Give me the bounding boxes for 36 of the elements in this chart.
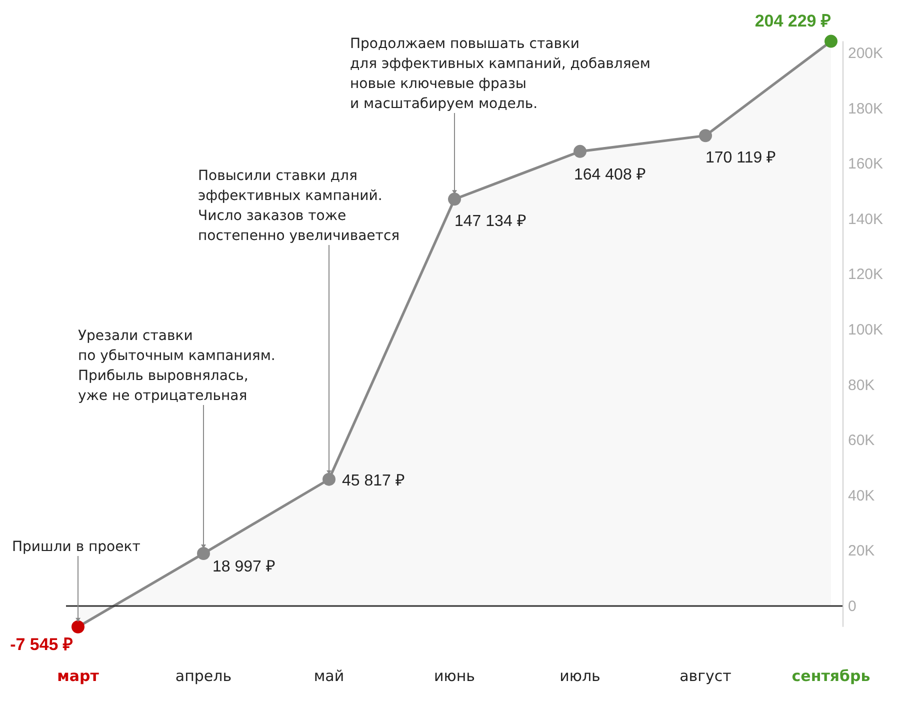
annotation: Повысили ставки для эффективных кампаний. Число заказов тоже постепенно увеличивается bbox=[198, 168, 400, 244]
point bbox=[699, 129, 712, 142]
data-label: 147 134 ₽ bbox=[454, 213, 526, 230]
data-label: 45 817 ₽ bbox=[342, 472, 404, 490]
x-tick-label: май bbox=[314, 667, 344, 685]
point bbox=[72, 620, 84, 634]
point bbox=[448, 192, 461, 206]
data-label: -7 545 ₽ bbox=[10, 634, 73, 654]
point bbox=[574, 144, 586, 158]
y-tick-label: 140K bbox=[848, 210, 884, 228]
annotation: Пришли в проект bbox=[12, 539, 140, 555]
data-label: 18 997 ₽ bbox=[212, 558, 275, 576]
x-tick-label: сентябрь bbox=[792, 667, 870, 685]
x-tick-label: июль bbox=[560, 667, 600, 685]
x-tick-label: март bbox=[57, 667, 100, 685]
data-label: 170 119 ₽ bbox=[706, 150, 776, 167]
x-tick-label: июнь bbox=[434, 667, 476, 685]
y-tick-label: 80K bbox=[848, 376, 875, 394]
y-tick-label: 180K bbox=[848, 100, 884, 118]
x-tick-label: апрель bbox=[175, 667, 232, 685]
x-tick-label: август bbox=[680, 667, 732, 685]
point bbox=[322, 472, 336, 486]
y-tick-label: 100K bbox=[848, 322, 884, 338]
y-tick-label: 160K bbox=[848, 156, 884, 173]
point bbox=[197, 546, 210, 560]
point bbox=[824, 34, 838, 48]
annotation: Продолжаем повышать ставки для эффективных кампаний, добавляем новые ключевые фразы и масштабируем модель. bbox=[350, 36, 650, 112]
y-tick-label: 20K bbox=[848, 542, 875, 560]
y-tick-label: 120K bbox=[848, 266, 884, 284]
data-label: 204 229 ₽ bbox=[754, 11, 831, 30]
y-tick-label: 40K bbox=[848, 487, 875, 504]
data-label: 164 408 ₽ bbox=[574, 166, 646, 184]
y-tick-label: 200K bbox=[848, 45, 884, 62]
annotation: Урезали ставки по убыточным кампаниям. Прибыль выровнялась, уже не отрицательная bbox=[78, 328, 276, 404]
y-tick-label: 0 bbox=[848, 598, 856, 615]
y-tick-label: 60K bbox=[848, 432, 875, 450]
